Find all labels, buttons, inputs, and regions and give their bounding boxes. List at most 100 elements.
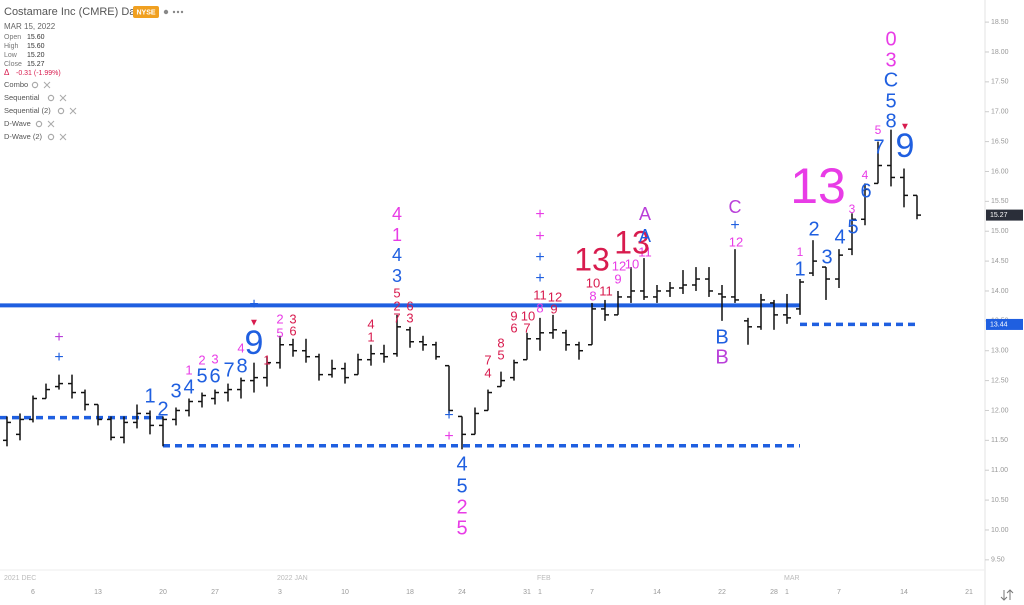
annotation: 2	[808, 218, 819, 240]
y-tick-label: 14.00	[991, 288, 1009, 295]
annotation: 5	[196, 365, 207, 387]
y-tick-label: 10.00	[991, 527, 1009, 534]
annotation: 3	[170, 380, 181, 402]
annotation: 6	[209, 365, 220, 387]
annotation: 2	[456, 496, 467, 518]
exchange: NYSE	[136, 9, 155, 16]
ohlc-bar	[640, 258, 648, 300]
remove-icon[interactable]	[59, 133, 67, 141]
ohlc-bar	[588, 302, 596, 346]
annotation: 4	[237, 340, 244, 355]
annotation: 4	[862, 168, 869, 182]
field-value: 15.60	[27, 34, 45, 41]
menu-icon[interactable]	[172, 10, 184, 14]
annotation: 7	[484, 352, 491, 367]
ohlc-bar	[770, 299, 778, 330]
annotation: 9	[896, 127, 915, 165]
annotation: 2	[198, 352, 205, 367]
annotation: 1	[794, 258, 805, 280]
ohlc-bar	[484, 389, 492, 412]
ohlc-bar	[263, 356, 271, 387]
remove-icon[interactable]	[43, 81, 51, 89]
annotation: 4	[484, 365, 491, 380]
ohlc-bar	[575, 341, 583, 360]
ohlc-bar	[705, 267, 713, 297]
ohlc-bar	[159, 416, 167, 447]
ohlc-bar	[718, 285, 726, 321]
field-value: 15.60	[27, 43, 45, 50]
annotation: 11	[533, 287, 547, 302]
annotation: 2	[276, 311, 283, 326]
annotation: ▼	[249, 318, 259, 329]
ohlc-bar	[315, 353, 323, 381]
annotation: 6	[289, 323, 296, 338]
annotation: A	[639, 226, 651, 246]
settings-icon[interactable]	[47, 94, 55, 102]
annotation: 11	[638, 244, 652, 259]
scale-toggle[interactable]	[1000, 589, 1014, 601]
ohlc-bar	[16, 413, 24, 441]
ohlc-bar	[3, 416, 11, 447]
annotation: 3	[289, 311, 296, 326]
annotation: 9	[510, 308, 517, 323]
annotation: 9	[614, 271, 621, 286]
annotation: 7	[523, 320, 530, 335]
annotation: 3	[849, 202, 856, 216]
annotation: 9	[550, 301, 557, 316]
x-tick-label: 31	[523, 589, 531, 596]
ohlc-bar	[497, 371, 505, 388]
change-label: Δ	[4, 68, 10, 77]
ohlc-bar	[536, 317, 544, 351]
annotation: 7	[223, 359, 234, 381]
annotation: 5	[885, 90, 896, 112]
x-tick-label: 22	[718, 589, 726, 596]
remove-icon[interactable]	[69, 107, 77, 115]
annotation: 3	[392, 266, 402, 286]
field-label: Low	[4, 52, 18, 59]
price-marker-label: 15.27	[990, 212, 1008, 219]
field-label: Close	[4, 61, 22, 68]
ohlc-bar	[835, 249, 843, 288]
y-tick-label: 9.50	[991, 557, 1005, 564]
x-tick-label: 28	[770, 589, 778, 596]
annotation: +	[535, 206, 544, 223]
ohlc-bar	[822, 266, 830, 300]
settings-icon[interactable]	[57, 107, 65, 115]
annotation: +	[535, 228, 544, 245]
exchange-badge	[133, 6, 159, 18]
x-tick-label: 3	[278, 589, 282, 596]
annotation: 10	[625, 256, 639, 271]
ohlc-bar	[146, 410, 154, 435]
annotation: C	[729, 197, 742, 217]
remove-icon[interactable]	[47, 120, 55, 128]
ohlc-bar	[367, 344, 375, 366]
x-tick-label: 6	[31, 589, 35, 596]
ohlc-bar	[627, 267, 635, 303]
ohlc-bar	[328, 359, 336, 378]
annotation: 6	[406, 298, 413, 313]
x-tick-label: 1	[538, 589, 542, 596]
annotation: 8	[236, 355, 247, 377]
change: -0.31 (-1.99%)	[16, 70, 61, 77]
annotation: B	[715, 326, 728, 348]
ohlc-bar	[198, 392, 206, 408]
ohlc-bar	[380, 344, 388, 363]
annotation: 5	[393, 285, 400, 300]
annotation: 4	[392, 245, 402, 265]
annotation: 12	[548, 289, 562, 304]
ohlc-bar	[55, 374, 63, 390]
annotation: +	[535, 249, 544, 266]
ohlc-bar	[458, 415, 466, 450]
ohlc-bar	[614, 290, 622, 316]
indicator: D-Wave	[4, 119, 31, 128]
x-tick-label: 10	[341, 589, 349, 596]
remove-icon[interactable]	[59, 94, 67, 102]
settings-icon[interactable]	[35, 120, 43, 128]
settings-icon[interactable]	[47, 133, 55, 141]
price-marker	[986, 209, 1023, 221]
ohlc-bar	[731, 249, 739, 303]
price-marker	[986, 318, 1023, 330]
settings-icon[interactable]	[31, 81, 39, 89]
annotation: 9	[245, 324, 264, 362]
